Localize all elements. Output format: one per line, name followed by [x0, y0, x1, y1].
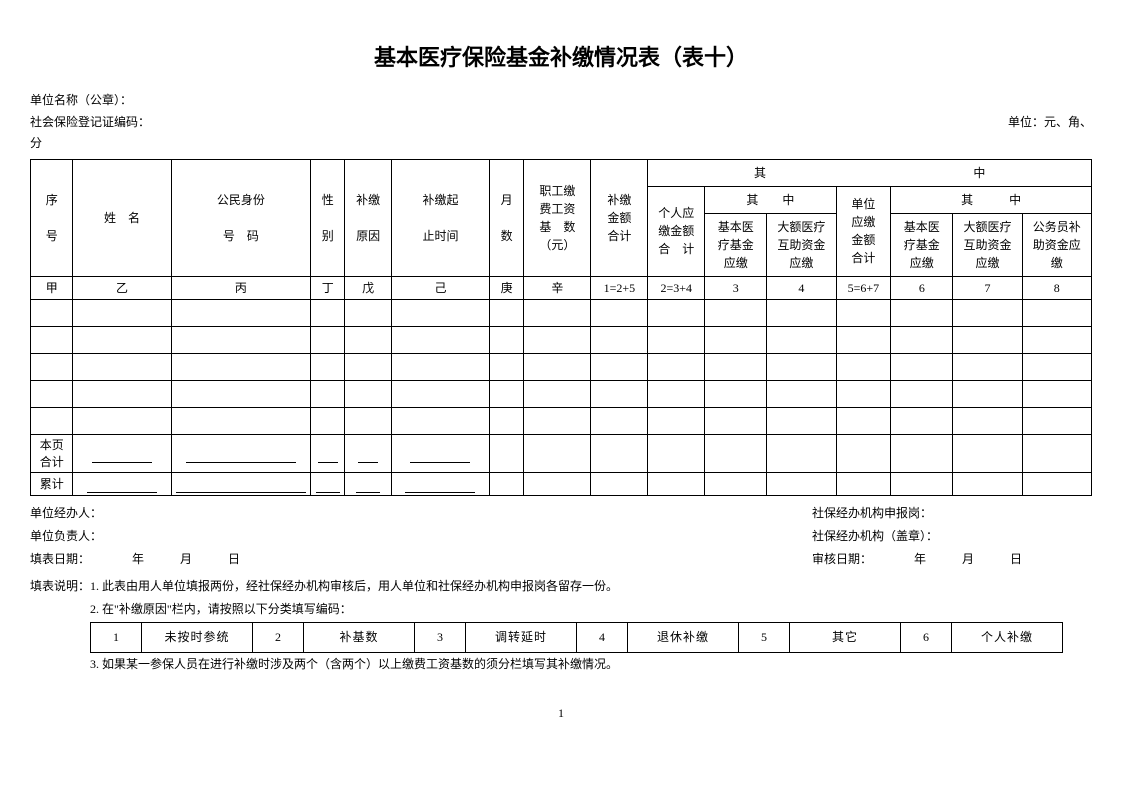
col-basic-med-1: 基本医疗基金应缴: [705, 213, 767, 276]
col-person-total: 个人应缴金额合 计: [648, 186, 705, 276]
col-qizhong-3: 其 中: [891, 186, 1092, 213]
table-row: [31, 326, 1092, 353]
table-row: [31, 407, 1092, 434]
col-large-med-1: 大额医疗互助资金应缴: [767, 213, 836, 276]
agency-post-label: 社保经办机构申报岗：: [812, 502, 1092, 525]
meta-row-1: 单位名称（公章）：: [30, 90, 1092, 112]
col-name: 姓 名: [73, 159, 171, 276]
unit-principal-label: 单位负责人：: [30, 525, 102, 548]
label-row: 甲乙丙 丁戊己 庚辛1=2+5 2=3+434 5=6+767 8: [31, 276, 1092, 299]
unit-measure-label: 单位：元、角、: [1008, 112, 1092, 134]
page-number: 1: [30, 706, 1092, 721]
cumulative-row: 累计: [31, 473, 1092, 496]
unit-measure-label-2: 分: [30, 133, 42, 155]
note-3: 3. 如果某一参保人员在进行补缴时涉及两个（含两个）以上缴费工资基数的须分栏填写…: [30, 653, 1092, 676]
col-total: 补缴金额合计: [591, 159, 648, 276]
audit-date-label: 审核日期： 年 月 日: [812, 548, 1092, 571]
col-large-med-2: 大额医疗互助资金应缴: [953, 213, 1022, 276]
col-unit-total: 单位应缴金额合计: [836, 186, 891, 276]
reg-code-label: 社会保险登记证编码：: [30, 112, 150, 134]
page-total-row: 本页合计: [31, 434, 1092, 473]
table-row: [31, 299, 1092, 326]
meta-row-2: 社会保险登记证编码： 单位：元、角、: [30, 112, 1092, 134]
col-gender: 性别: [311, 159, 345, 276]
col-reason: 补缴原因: [345, 159, 392, 276]
col-qizhong-2: 其 中: [705, 186, 836, 213]
table-row: [31, 353, 1092, 380]
note-2: 2. 在"补缴原因"栏内，请按照以下分类填写编码：: [30, 598, 1092, 621]
col-months: 月数: [490, 159, 524, 276]
reason-codes-table: 1未按时参统 2补基数 3调转延时 4退休补缴 5其它 6个人补缴: [90, 622, 1063, 653]
main-table: 序号 姓 名 公民身份号 码 性别 补缴原因 补缴起止时间 月数 职工缴费工资基…: [30, 159, 1092, 497]
form-title: 基本医疗保险基金补缴情况表（表十）: [30, 40, 1092, 72]
unit-handler-label: 单位经办人：: [30, 502, 102, 525]
col-gov-sup: 公务员补助资金应缴: [1022, 213, 1091, 276]
table-row: [31, 380, 1092, 407]
meta-row-3: 分: [30, 133, 1092, 155]
col-period: 补缴起止时间: [391, 159, 489, 276]
fill-date-label: 填表日期： 年 月 日: [30, 548, 240, 571]
footer-block: 单位经办人： 社保经办机构申报岗： 单位负责人： 社保经办机构（盖章）： 填表日…: [30, 502, 1092, 570]
col-seq: 序号: [31, 159, 73, 276]
col-qizhong-top: 其中: [648, 159, 1092, 186]
notes-block: 填表说明：1. 此表由用人单位填报两份，经社保经办机构审核后，用人单位和社保经办…: [30, 575, 1092, 676]
note-1: 填表说明：1. 此表由用人单位填报两份，经社保经办机构审核后，用人单位和社保经办…: [30, 575, 1092, 598]
agency-seal-label: 社保经办机构（盖章）：: [812, 525, 1092, 548]
unit-name-label: 单位名称（公章）：: [30, 90, 132, 112]
col-idno: 公民身份号 码: [171, 159, 311, 276]
col-basic-med-2: 基本医疗基金应缴: [891, 213, 953, 276]
col-wage-base: 职工缴费工资基 数（元）: [524, 159, 591, 276]
